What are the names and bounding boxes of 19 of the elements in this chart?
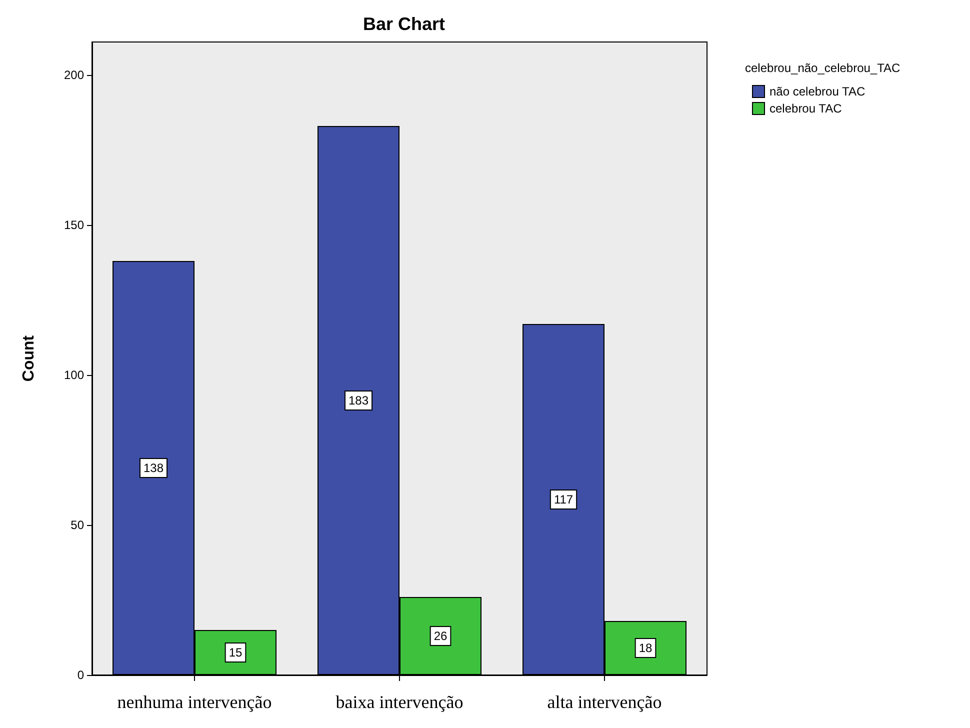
data-label: 183: [348, 394, 369, 408]
data-label: 15: [228, 646, 242, 660]
chart-title: Bar Chart: [362, 14, 446, 34]
y-tick-label: 150: [64, 218, 84, 232]
x-tick-label: nenhuma intervenção: [117, 692, 272, 712]
x-tick-label: alta intervenção: [547, 692, 662, 712]
legend-label: não celebrou TAC: [770, 84, 866, 98]
x-tick-label: baixa intervenção: [336, 692, 464, 712]
y-axis-title: Count: [20, 334, 38, 382]
data-label: 117: [554, 492, 574, 506]
y-tick-label: 200: [64, 68, 84, 82]
y-tick-label: 50: [70, 518, 84, 532]
legend-label: celebrou TAC: [770, 102, 842, 116]
data-label: 18: [638, 641, 652, 655]
data-label: 138: [143, 461, 164, 475]
y-tick-label: 100: [64, 368, 84, 382]
data-label: 26: [434, 629, 448, 643]
legend-title: celebrou_não_celebrou_TAC: [745, 61, 901, 75]
y-tick-label: 0: [77, 668, 84, 682]
